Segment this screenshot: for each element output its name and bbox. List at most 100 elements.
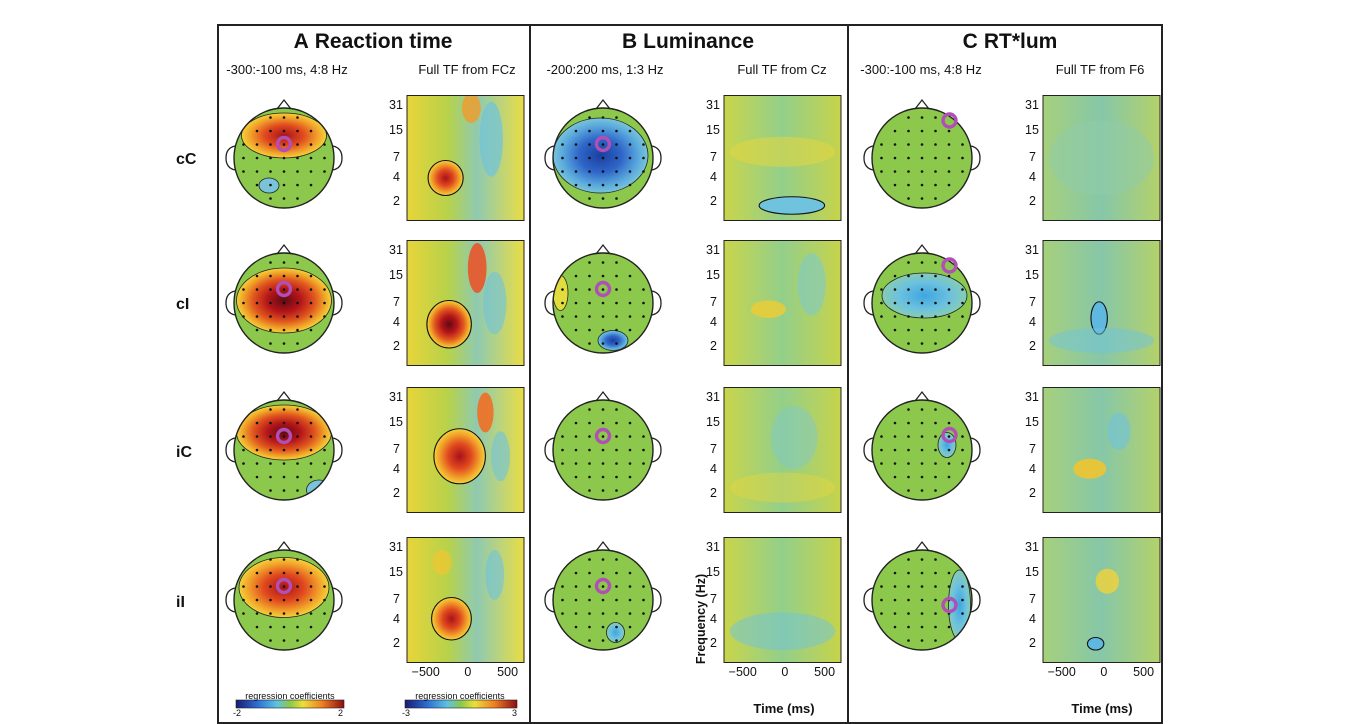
electrode [588, 475, 591, 479]
freq-tick-label: 7 [710, 150, 717, 164]
electrode [615, 315, 618, 318]
electrode [880, 598, 883, 602]
electrode [242, 288, 245, 291]
electrode [628, 598, 632, 602]
electrode [269, 342, 272, 345]
electrode [615, 170, 618, 173]
freq-tick-label: 31 [706, 539, 720, 554]
cluster-contour [948, 569, 971, 641]
electrode [907, 116, 910, 119]
freq-tick-label: 4 [710, 462, 717, 476]
electrode [615, 288, 618, 291]
freq-tick-label: 2 [1029, 635, 1036, 650]
electrode [947, 571, 951, 575]
electrode [309, 475, 313, 479]
electrode [880, 156, 883, 160]
right-ear [651, 437, 662, 463]
head-outline [233, 252, 335, 354]
electrode [282, 156, 286, 160]
electrode [309, 315, 313, 318]
freq-tick-label: 4 [710, 170, 717, 184]
tf-background [723, 240, 842, 366]
time-axis-label-b: Time (ms) [753, 701, 815, 716]
electrode [242, 143, 245, 146]
nose [276, 390, 292, 402]
tf-cluster [426, 299, 472, 349]
electrode [588, 183, 591, 187]
electrode [255, 612, 259, 615]
electrode [628, 328, 632, 332]
electrode [309, 625, 313, 629]
electrode [628, 156, 632, 160]
electrode [282, 197, 286, 200]
electrode [282, 408, 286, 411]
electrode [615, 585, 618, 588]
electrode [296, 558, 299, 561]
tf-map-1-0 [723, 95, 842, 221]
electrode [880, 315, 883, 318]
electrode [574, 475, 578, 479]
electrode [561, 301, 564, 305]
electrode [561, 448, 564, 452]
electrode [947, 274, 951, 278]
electrode [309, 585, 313, 588]
topo-map-1-3 [544, 540, 662, 651]
tf-cluster [479, 101, 503, 177]
electrode [601, 558, 605, 561]
electrode [934, 489, 937, 492]
electrode [282, 571, 286, 575]
electrode [242, 156, 245, 160]
electrode [947, 315, 951, 318]
tf-cluster [1073, 458, 1107, 479]
electrode [880, 448, 883, 452]
electrode [282, 475, 286, 479]
electrode [561, 435, 564, 438]
electrode [947, 288, 951, 291]
electrode [907, 475, 910, 479]
tf-background [406, 537, 525, 663]
electrode [907, 585, 910, 588]
electrode [880, 301, 883, 305]
electrode [323, 435, 326, 438]
electrode [961, 143, 964, 146]
electrode [615, 435, 618, 438]
electrode [920, 143, 924, 146]
electrode [934, 170, 937, 173]
electrode [601, 129, 605, 133]
freq-tick-label: 15 [706, 414, 720, 429]
head-outline [871, 549, 973, 651]
colorbar-a-label: regression coefficients [245, 691, 335, 701]
electrode [255, 288, 259, 291]
left-ear [544, 145, 555, 171]
electrode [907, 435, 910, 438]
time-tick-label: 0 [464, 664, 472, 679]
electrode [588, 558, 591, 561]
colorbar-b-label: regression coefficients [415, 691, 505, 701]
tf-cluster [750, 300, 787, 318]
electrode [296, 274, 299, 278]
electrode [628, 129, 632, 133]
electrode [282, 274, 286, 278]
electrode [920, 116, 924, 119]
electrode [615, 571, 618, 575]
panel-b-title: B Luminance [621, 30, 755, 53]
electrode [893, 328, 897, 332]
electrode [588, 585, 591, 588]
electrode [615, 475, 618, 479]
tf-map-2-1 [1042, 240, 1161, 366]
electrode [601, 301, 605, 305]
electrode [269, 612, 272, 615]
electrode [893, 156, 897, 160]
electrode [880, 612, 883, 615]
electrode [615, 143, 618, 146]
electrode [269, 301, 272, 305]
electrode [907, 288, 910, 291]
electrode [934, 197, 937, 200]
electrode [642, 462, 645, 465]
electrode [907, 639, 910, 642]
electrode [574, 612, 578, 615]
freq-tick-label: 15 [389, 122, 403, 137]
tf-map-1-2 [723, 387, 842, 513]
electrode [588, 170, 591, 173]
